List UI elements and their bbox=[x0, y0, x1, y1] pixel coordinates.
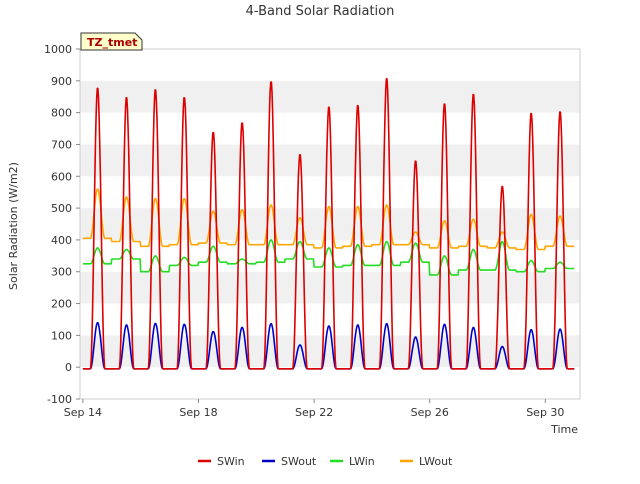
station-tag-label: TZ_tmet bbox=[87, 36, 137, 49]
y-axis-label: Solar Radiation (W/m2) bbox=[7, 162, 20, 290]
station-tag: TZ_tmet bbox=[80, 32, 143, 51]
y-tick-label: 600 bbox=[51, 170, 72, 183]
series-line-lwin bbox=[82, 239, 575, 276]
grid-band bbox=[80, 80, 580, 113]
legend-label: LWout bbox=[419, 455, 453, 468]
legend: SWin SWout LWin LWout bbox=[198, 455, 453, 468]
series-lines bbox=[82, 78, 575, 370]
y-tick-label: -100 bbox=[47, 393, 72, 406]
legend-label: SWout bbox=[281, 455, 317, 468]
y-tick-label: 800 bbox=[51, 107, 72, 120]
y-tick-label: 900 bbox=[51, 75, 72, 88]
grid-band bbox=[80, 271, 580, 304]
series-line-lwout bbox=[82, 188, 575, 251]
grid-band bbox=[80, 176, 580, 209]
y-tick-label: 1000 bbox=[44, 43, 72, 56]
y-tick-label: 100 bbox=[51, 329, 72, 342]
x-tick-label: Sep 22 bbox=[295, 406, 333, 419]
legend-label: SWin bbox=[217, 455, 245, 468]
series-line-swin bbox=[82, 78, 575, 370]
x-tick-label: Sep 14 bbox=[64, 406, 102, 419]
legend-label: LWin bbox=[349, 455, 375, 468]
station-tag-box bbox=[80, 32, 143, 51]
y-axis: -100 0 100 200 300 400 500 600 700 800 900 1000 bbox=[44, 43, 80, 406]
x-tick-label: Sep 26 bbox=[411, 406, 449, 419]
y-tick-label: 400 bbox=[51, 234, 72, 247]
x-tick-label: Sep 30 bbox=[526, 406, 564, 419]
y-tick-label: 300 bbox=[51, 266, 72, 279]
plot-frame bbox=[79, 48, 581, 400]
y-tick-label: 700 bbox=[51, 138, 72, 151]
x-tick-label: Sep 18 bbox=[179, 406, 217, 419]
chart-title: 4-Band Solar Radiation bbox=[246, 4, 395, 19]
grid-band bbox=[80, 49, 580, 81]
y-tick-label: 500 bbox=[51, 202, 72, 215]
y-tick-label: 200 bbox=[51, 298, 72, 311]
y-tick-label: 0 bbox=[65, 361, 72, 374]
grid-band bbox=[80, 367, 580, 399]
x-axis: Sep 14 Sep 18 Sep 22 Sep 26 Sep 30 bbox=[64, 399, 564, 419]
x-axis-label: Time bbox=[550, 423, 578, 436]
